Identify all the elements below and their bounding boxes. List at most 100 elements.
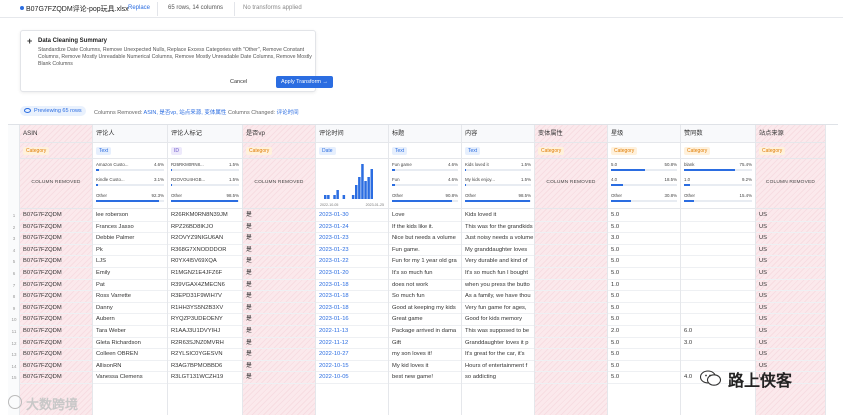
table-cell[interactable]: 2022-10-15: [316, 361, 388, 373]
table-cell[interactable]: 是: [243, 372, 315, 384]
table-cell[interactable]: Ross Varrette: [93, 291, 167, 303]
table-cell[interactable]: [681, 210, 755, 222]
table-cell[interactable]: 2023-01-22: [316, 256, 388, 268]
table-cell[interactable]: US: [756, 372, 825, 384]
table-cell[interactable]: 2022-10-05: [316, 372, 388, 384]
replace-file-link[interactable]: Replace: [128, 5, 151, 11]
table-cell[interactable]: 5.0: [608, 291, 680, 303]
table-cell[interactable]: [535, 314, 607, 326]
table-cell[interactable]: Granddaughter loves it p: [462, 338, 534, 350]
table-cell[interactable]: 2022-11-12: [316, 338, 388, 350]
table-cell[interactable]: 5.0: [608, 210, 680, 222]
table-cell[interactable]: [681, 303, 755, 315]
column-header[interactable]: ASIN: [20, 125, 92, 143]
table-cell[interactable]: It's so much fun: [389, 268, 461, 280]
column-type-badge[interactable]: Text: [392, 147, 408, 155]
table-cell[interactable]: 是: [243, 210, 315, 222]
table-cell[interactable]: US: [756, 314, 825, 326]
column-header[interactable]: 是否vp: [243, 125, 315, 143]
table-cell[interactable]: [535, 256, 607, 268]
table-cell[interactable]: 是: [243, 314, 315, 326]
table-cell[interactable]: My kid loves it: [389, 361, 461, 373]
table-cell[interactable]: [681, 291, 755, 303]
table-cell[interactable]: US: [756, 268, 825, 280]
table-cell[interactable]: R368G7XNODDDOR: [168, 245, 242, 257]
table-cell[interactable]: B07G7FZQDM: [20, 303, 92, 315]
table-cell[interactable]: Gleta Richardson: [93, 338, 167, 350]
table-cell[interactable]: 6.0: [681, 326, 755, 338]
table-cell[interactable]: [681, 268, 755, 280]
table-cell[interactable]: US: [756, 280, 825, 292]
column-header[interactable]: 内容: [462, 125, 534, 143]
table-cell[interactable]: US: [756, 210, 825, 222]
table-cell[interactable]: Frances Jasso: [93, 222, 167, 234]
table-cell[interactable]: 是: [243, 349, 315, 361]
table-cell[interactable]: US: [756, 361, 825, 373]
table-cell[interactable]: does not work: [389, 280, 461, 292]
table-cell[interactable]: Good at keeping my kids: [389, 303, 461, 315]
column-header[interactable]: 变体属性: [535, 125, 607, 143]
table-cell[interactable]: [535, 361, 607, 373]
table-cell[interactable]: Aubern: [93, 314, 167, 326]
column-type-badge[interactable]: Text: [465, 147, 481, 155]
table-cell[interactable]: [681, 256, 755, 268]
table-cell[interactable]: US: [756, 349, 825, 361]
table-cell[interactable]: US: [756, 291, 825, 303]
table-cell[interactable]: B07G7FZQDM: [20, 314, 92, 326]
table-cell[interactable]: [681, 245, 755, 257]
table-cell[interactable]: [681, 349, 755, 361]
table-cell[interactable]: 2023-01-18: [316, 303, 388, 315]
table-cell[interactable]: [535, 268, 607, 280]
table-cell[interactable]: B07G7FZQDM: [20, 291, 92, 303]
table-cell[interactable]: [535, 326, 607, 338]
column-header[interactable]: 标题: [389, 125, 461, 143]
cancel-button[interactable]: Cancel: [230, 79, 248, 85]
column-header[interactable]: 站点来源: [756, 125, 825, 143]
table-cell[interactable]: Tara Weber: [93, 326, 167, 338]
table-cell[interactable]: Fun game.: [389, 245, 461, 257]
table-cell[interactable]: R2R63SJNZ0MVRH: [168, 338, 242, 350]
table-cell[interactable]: Pat: [93, 280, 167, 292]
table-cell[interactable]: US: [756, 303, 825, 315]
column-type-badge[interactable]: Category: [23, 147, 50, 155]
table-cell[interactable]: Vanessa Clemens: [93, 372, 167, 384]
table-cell[interactable]: 2.0: [608, 326, 680, 338]
table-cell[interactable]: 是: [243, 291, 315, 303]
table-cell[interactable]: [535, 349, 607, 361]
table-cell[interactable]: 5.0: [608, 314, 680, 326]
table-cell[interactable]: [535, 210, 607, 222]
table-cell[interactable]: Colleen OBREN: [93, 349, 167, 361]
table-cell[interactable]: 5.0: [608, 222, 680, 234]
column-header[interactable]: 赞同数: [681, 125, 755, 143]
table-cell[interactable]: Gift: [389, 338, 461, 350]
apply-transform-button[interactable]: Apply Transform →: [276, 76, 333, 88]
table-cell[interactable]: My granddaughter loves: [462, 245, 534, 257]
table-cell[interactable]: US: [756, 338, 825, 350]
table-cell[interactable]: 是: [243, 233, 315, 245]
table-cell[interactable]: lee roberson: [93, 210, 167, 222]
table-cell[interactable]: R1HH3YS5N2B3XV: [168, 303, 242, 315]
table-cell[interactable]: R3AG7BPMOBBD6: [168, 361, 242, 373]
column-type-badge[interactable]: Date: [319, 147, 336, 155]
table-cell[interactable]: Fun for my 1 year old gra: [389, 256, 461, 268]
table-cell[interactable]: 是: [243, 303, 315, 315]
table-cell[interactable]: 5.0: [608, 349, 680, 361]
table-cell[interactable]: B07G7FZQDM: [20, 349, 92, 361]
column-type-badge[interactable]: Category: [684, 147, 711, 155]
table-cell[interactable]: [681, 280, 755, 292]
table-cell[interactable]: RYQZP3UDEOENY: [168, 314, 242, 326]
table-cell[interactable]: 是: [243, 222, 315, 234]
table-cell[interactable]: Love: [389, 210, 461, 222]
table-cell[interactable]: 2023-01-30: [316, 210, 388, 222]
table-cell[interactable]: [535, 291, 607, 303]
table-cell[interactable]: my son loves it!: [389, 349, 461, 361]
table-cell[interactable]: B07G7FZQDM: [20, 280, 92, 292]
table-cell[interactable]: B07G7FZQDM: [20, 361, 92, 373]
table-cell[interactable]: 2023-01-24: [316, 222, 388, 234]
table-cell[interactable]: 是: [243, 361, 315, 373]
table-cell[interactable]: R39VGAX4ZMECN6: [168, 280, 242, 292]
table-cell[interactable]: 2023-01-23: [316, 233, 388, 245]
table-cell[interactable]: This was for the grandkids: [462, 222, 534, 234]
table-cell[interactable]: Debbie Palmer: [93, 233, 167, 245]
table-cell[interactable]: R2YLSIC0YGESVN: [168, 349, 242, 361]
